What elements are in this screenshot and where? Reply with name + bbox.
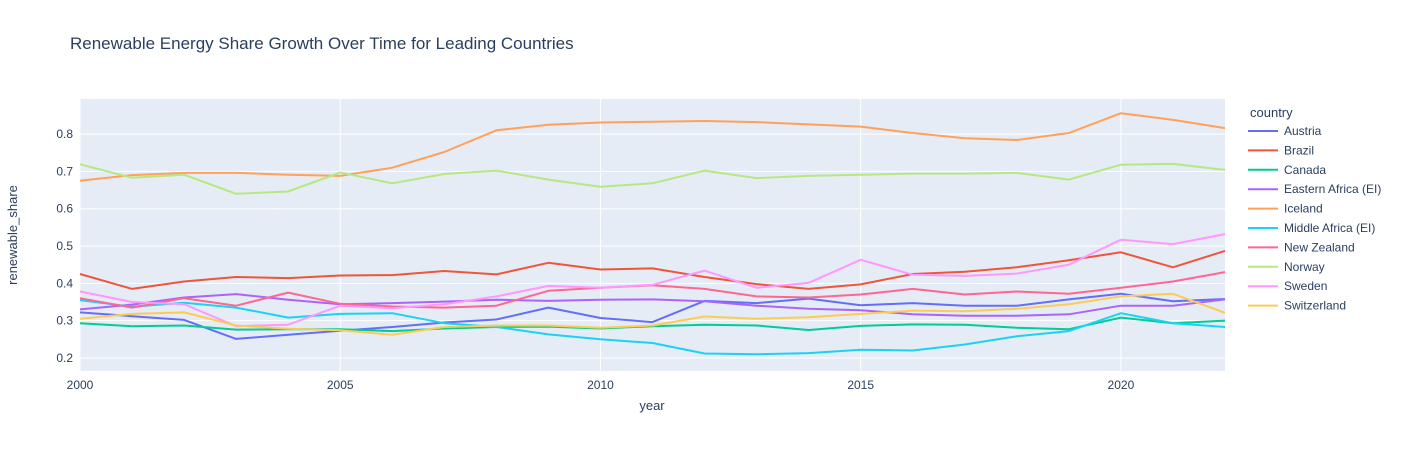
series-line-middle-africa-ei-	[79, 299, 1226, 356]
legend-item-norway[interactable]: Norway	[1248, 260, 1325, 274]
x-tick-label: 2015	[847, 378, 874, 392]
legend-item-label: Middle Africa (EI)	[1284, 221, 1375, 235]
legend-item-label: Sweden	[1284, 279, 1327, 293]
series-line-brazil	[79, 249, 1226, 290]
y-axis-title: renewable_share	[5, 185, 20, 285]
series-line-switzerland	[79, 292, 1226, 336]
x-tick-label: 2005	[327, 378, 354, 392]
legend-item-label: Brazil	[1284, 143, 1314, 157]
series-line-austria	[79, 292, 1226, 340]
y-tick-label: 0.3	[56, 314, 73, 328]
legend-item-iceland[interactable]: Iceland	[1248, 202, 1323, 216]
series-line-sweden	[79, 233, 1226, 328]
y-tick-label: 0.6	[56, 202, 73, 216]
legend-item-label: Norway	[1284, 260, 1325, 274]
legend-item-middle-africa-ei-[interactable]: Middle Africa (EI)	[1248, 221, 1375, 235]
y-tick-label: 0.4	[56, 276, 73, 290]
legend-item-label: Austria	[1284, 124, 1322, 138]
y-tick-label: 0.2	[56, 351, 73, 365]
legend-item-label: Canada	[1284, 163, 1326, 177]
axis-ticks: 0.2 0.3 0.4 0.5 0.6 0.7 0.8 2000 2005 2010 2015 202…	[56, 127, 1134, 392]
legend-item-sweden[interactable]: Sweden	[1248, 279, 1327, 293]
legend-item-austria[interactable]: Austria	[1248, 124, 1322, 138]
legend-item-switzerland[interactable]: Switzerland	[1248, 299, 1346, 313]
legend-item-label: Switzerland	[1284, 299, 1346, 313]
y-tick-label: 0.5	[56, 239, 73, 253]
legend-item-label: New Zealand	[1284, 240, 1355, 254]
x-axis-title: year	[639, 398, 665, 413]
x-tick-label: 2020	[1108, 378, 1135, 392]
y-tick-label: 0.8	[56, 127, 73, 141]
y-tick-label: 0.7	[56, 164, 73, 178]
series-line-norway	[79, 162, 1226, 195]
x-tick-label: 2000	[67, 378, 94, 392]
chart-title: Renewable Energy Share Growth Over Time …	[70, 34, 574, 53]
legend-item-eastern-africa-ei-[interactable]: Eastern Africa (EI)	[1248, 182, 1381, 196]
series-lines	[79, 112, 1226, 356]
legend-item-canada[interactable]: Canada	[1248, 163, 1326, 177]
legend-title: country	[1250, 105, 1293, 120]
series-line-iceland	[79, 112, 1226, 182]
legend-item-brazil[interactable]: Brazil	[1248, 143, 1314, 157]
legend-item-label: Iceland	[1284, 202, 1323, 216]
x-tick-label: 2010	[587, 378, 614, 392]
legend: Austria Brazil Canada Eastern Africa (EI) Ic…	[1248, 124, 1381, 313]
legend-item-new-zealand[interactable]: New Zealand	[1248, 240, 1355, 254]
legend-item-label: Eastern Africa (EI)	[1284, 182, 1381, 196]
